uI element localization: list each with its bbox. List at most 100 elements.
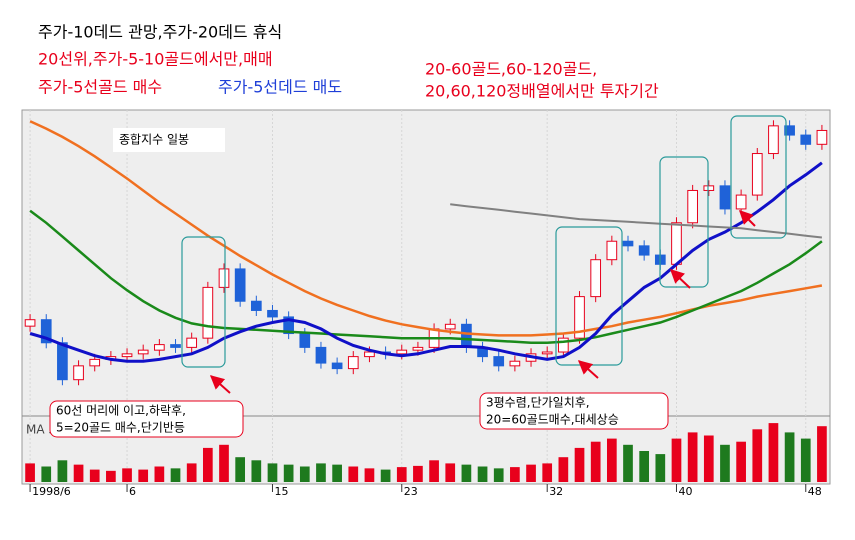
volume-bar xyxy=(348,466,359,482)
highlight-boxes xyxy=(181,115,787,368)
candle-body xyxy=(396,349,408,355)
note-line: 3평수렴,단가일치후, xyxy=(486,396,590,410)
volume-bar xyxy=(590,441,601,482)
note-line: 5=20골드 매수,단기반등 xyxy=(56,421,185,435)
volume-bar xyxy=(703,435,714,482)
candle-body xyxy=(202,286,214,339)
candle-body xyxy=(315,346,327,364)
candle-body xyxy=(444,323,456,330)
candle-body xyxy=(735,194,747,210)
volume-bar xyxy=(526,464,536,482)
candle-body xyxy=(622,240,634,247)
volume-bar xyxy=(542,463,553,482)
note-line: 20=60골드매수,대세상승 xyxy=(486,413,619,427)
volume-bar xyxy=(574,447,585,482)
arrow xyxy=(739,210,756,227)
volume-bar xyxy=(606,438,617,482)
note-box xyxy=(49,400,244,438)
volume-bar xyxy=(251,460,262,482)
x-tick-label: 23 xyxy=(404,485,418,498)
volume-bar xyxy=(202,447,213,482)
candle-body xyxy=(800,134,812,145)
volume-bar xyxy=(736,441,746,482)
candle-body xyxy=(816,129,828,145)
header-line: 주가-5선데드 매도 xyxy=(218,78,342,97)
volume-bar xyxy=(784,432,795,482)
candle-body xyxy=(509,360,521,367)
volume-bar xyxy=(89,469,100,482)
volume-bar xyxy=(316,463,326,482)
volume-bar xyxy=(493,468,504,482)
volume-bar xyxy=(413,465,423,482)
highlight-box xyxy=(730,115,787,239)
x-tick-label: 1998/6 xyxy=(32,485,71,498)
header-line: 20선위,주가-5-10골드에서만,매매 xyxy=(38,50,273,69)
candle-body xyxy=(89,358,101,367)
candle-body xyxy=(493,356,505,367)
volume-bar xyxy=(380,469,391,482)
volume-bar xyxy=(477,466,488,482)
volume-label: MA 5 xyxy=(26,423,56,437)
volume-bar xyxy=(429,460,439,482)
candle-body xyxy=(347,356,359,370)
candle-body xyxy=(170,344,181,348)
volume-bar xyxy=(138,469,149,482)
candle-body xyxy=(154,344,165,351)
volume-bar xyxy=(154,466,165,482)
volume-bar xyxy=(768,423,779,482)
candle-body xyxy=(137,349,149,355)
x-tick-label: 6 xyxy=(129,485,136,498)
volume-bar xyxy=(461,464,472,482)
x-tick-label: 40 xyxy=(678,485,692,498)
candle-body xyxy=(768,125,779,155)
volume-bar xyxy=(396,467,407,482)
header-line: 20,60,120정배열에서만 투자기간 xyxy=(425,82,659,101)
volume-bar xyxy=(558,457,569,482)
x-tick-label: 15 xyxy=(274,485,288,498)
candle-body xyxy=(558,337,569,353)
volume-bar xyxy=(41,466,52,482)
volume-bar xyxy=(170,468,181,482)
volume-bar xyxy=(122,468,132,482)
chart-label: 종합지수 일봉 xyxy=(119,133,189,147)
candle-body xyxy=(784,125,795,136)
candle-body xyxy=(218,268,230,288)
volume-bar xyxy=(445,463,456,482)
candle-body xyxy=(719,185,731,210)
volume-bar xyxy=(235,457,246,482)
volume-bar xyxy=(510,467,520,482)
candle-body xyxy=(24,319,36,327)
candle-body xyxy=(73,365,84,381)
candle-body xyxy=(638,245,650,256)
ma-line xyxy=(450,203,823,239)
candle-body xyxy=(412,346,424,351)
volume-bar xyxy=(299,466,310,482)
volume-bar xyxy=(671,438,682,482)
x-tick-label: 32 xyxy=(549,485,563,498)
grid xyxy=(29,110,807,492)
candle-body xyxy=(121,353,133,358)
volume-bar xyxy=(655,454,666,482)
highlight-box xyxy=(181,236,226,368)
highlight-box xyxy=(659,156,709,288)
header-line: 20-60골드,60-120골드, xyxy=(425,60,597,79)
candle-body xyxy=(299,333,311,348)
header-line: 주가-10데드 관망,주가-20데드 휴식 xyxy=(38,23,282,42)
volume-bar xyxy=(186,463,197,482)
candle-body xyxy=(671,222,682,265)
note-box xyxy=(479,392,669,430)
volume-bar xyxy=(73,464,84,482)
volume-bar xyxy=(106,470,116,482)
candle-body xyxy=(751,153,763,196)
candle-body xyxy=(57,342,68,381)
candle-body xyxy=(606,240,618,261)
note-line: 60선 머리에 이고,하락후, xyxy=(56,404,186,418)
candle-body xyxy=(234,268,246,302)
candle-body xyxy=(40,319,52,344)
volume-bar xyxy=(623,444,633,482)
volume-bar xyxy=(25,463,35,482)
volume-bar xyxy=(752,429,763,482)
volume-bar xyxy=(800,438,811,482)
header-line: 주가-5선골드 매수 xyxy=(38,78,162,97)
